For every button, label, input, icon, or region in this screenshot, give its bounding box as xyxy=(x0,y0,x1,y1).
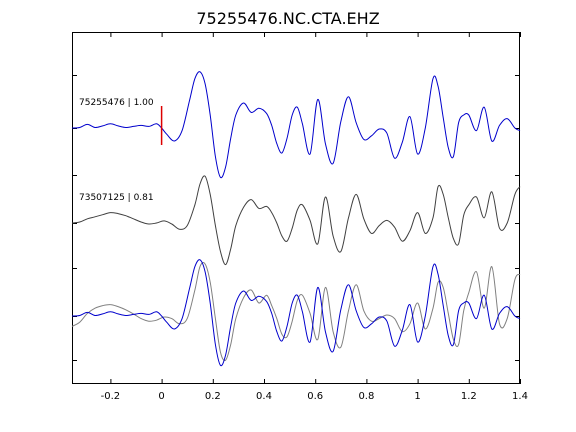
x-tick-label: 0 xyxy=(158,391,164,402)
trace-line-middle-secondary xyxy=(71,175,521,266)
plot-frame xyxy=(72,32,520,384)
x-tick-label: 1.2 xyxy=(461,391,477,402)
x-tick-label: 0.8 xyxy=(358,391,374,402)
trace-labels: 75255476 | 1.00 73507125 | 0.81 xyxy=(79,98,154,203)
trace-group xyxy=(71,71,521,367)
x-tick-label: 0.6 xyxy=(307,391,323,402)
trace-line-bottom-overlay xyxy=(71,262,521,362)
y-tick-marks xyxy=(72,75,520,361)
x-tick-label: -0.2 xyxy=(101,391,121,402)
trace-label-top: 75255476 | 1.00 xyxy=(79,98,154,108)
trace-label-middle: 73507125 | 0.81 xyxy=(79,193,154,203)
trace-line-bottom-primary xyxy=(71,259,521,367)
x-tick-label: 1.4 xyxy=(512,391,528,402)
x-tick-label: 0.4 xyxy=(256,391,272,402)
chart-title: 75255476.NC.CTA.EHZ xyxy=(196,9,379,28)
x-tick-label: 0.2 xyxy=(205,391,221,402)
x-axis: -0.2 0 0.2 0.4 0.6 0.8 1 1.2 1.4 xyxy=(101,32,528,402)
x-tick-label: 1 xyxy=(414,391,420,402)
trace-line-top-primary xyxy=(71,71,521,179)
